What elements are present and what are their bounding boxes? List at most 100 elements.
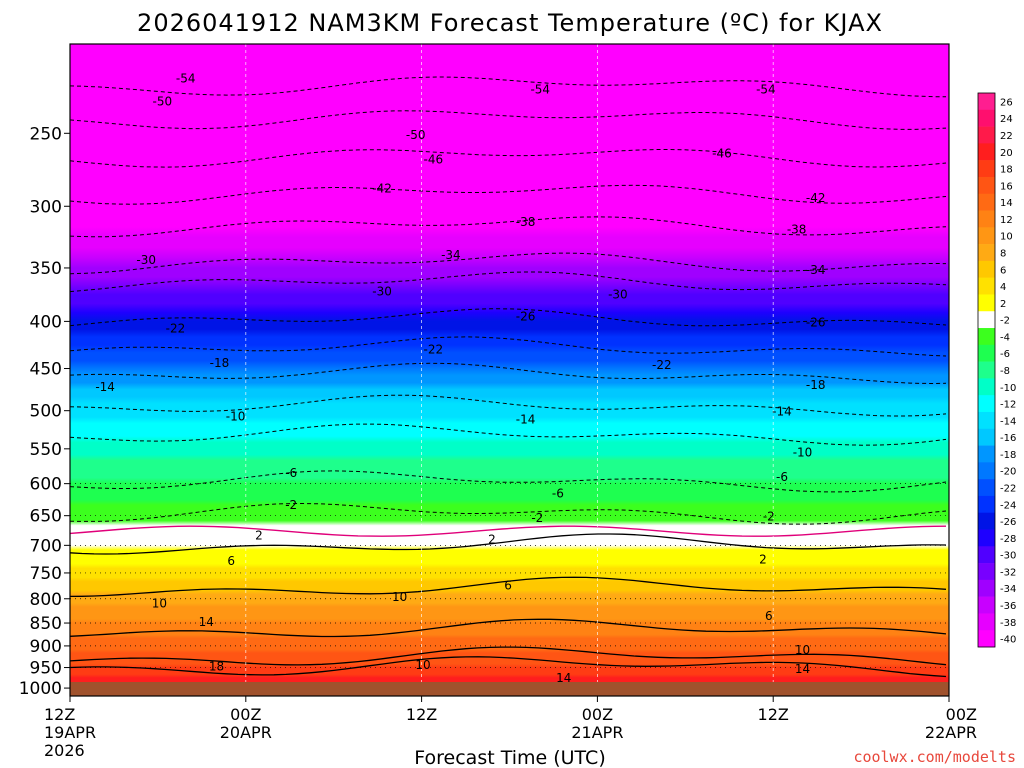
contour-label: 10 <box>795 643 810 657</box>
contour-label: 14 <box>199 615 214 629</box>
colorbar-swatch <box>978 160 995 178</box>
y-tick-label: 350 <box>30 259 62 279</box>
grid-lines <box>70 44 949 696</box>
contour-label: 6 <box>227 554 235 568</box>
colorbar-tick-label: -36 <box>1000 601 1016 612</box>
colorbar-tick-label: -16 <box>1000 433 1016 444</box>
contour-label: 2 <box>255 529 263 543</box>
colorbar-tick-label: 2 <box>1000 299 1006 310</box>
contour-label: 10 <box>415 658 430 672</box>
contour-label: -22 <box>424 342 444 356</box>
colorbar-tick-label: -24 <box>1000 500 1016 511</box>
contour-labels: -54 -54 -54 -50 -50 -46 -46 -42 -42 -38 -38 -34 -34 -… <box>95 71 826 685</box>
ground-strip <box>70 682 949 696</box>
colorbar-swatch <box>978 395 995 413</box>
colorbar-swatch <box>978 311 995 329</box>
contour-label: 14 <box>556 671 571 685</box>
contour-label: -46 <box>424 153 444 167</box>
colorbar-tick-label: 22 <box>1000 131 1013 142</box>
contour-label: 10 <box>392 590 407 604</box>
contour-label: -42 <box>372 182 392 196</box>
colorbar-tick-label: -10 <box>1000 383 1016 394</box>
colorbar-swatch <box>978 143 995 161</box>
colorbar-swatch <box>978 344 995 362</box>
colorbar-swatch <box>978 193 995 211</box>
colorbar-tick-label: -6 <box>1000 349 1010 360</box>
colorbar-swatch <box>978 277 995 295</box>
colorbar-tick-label: -20 <box>1000 467 1016 478</box>
plot-area: -54 -54 -54 -50 -50 -46 -46 -42 -42 -38 -38 -34 -34 -… <box>70 44 949 696</box>
contour-label: -10 <box>226 409 246 423</box>
y-tick-label: 650 <box>30 507 62 527</box>
colorbar-tick-label: 26 <box>1000 97 1013 108</box>
colorbar-tick-label: -40 <box>1000 635 1016 646</box>
contour-label: -46 <box>712 147 732 161</box>
contour-label: -26 <box>806 315 826 329</box>
colorbar-swatch <box>978 479 995 497</box>
contour-label: -6 <box>285 466 297 480</box>
contour-label: -50 <box>152 95 172 109</box>
contour-label: -2 <box>763 509 775 523</box>
y-tick-label: 300 <box>30 197 62 217</box>
colorbar-swatch <box>978 630 995 648</box>
colorbar-tick-label: 20 <box>1000 148 1013 159</box>
colorbar-tick-label: -14 <box>1000 416 1016 427</box>
contour-label: -22 <box>652 358 672 372</box>
colorbar-swatch <box>978 462 995 480</box>
contour-label: -54 <box>756 82 776 96</box>
colorbar-tick-label: -38 <box>1000 618 1016 629</box>
colorbar-swatch <box>978 445 995 463</box>
contour-label: 6 <box>765 609 773 623</box>
contour-label: 2 <box>759 552 767 566</box>
colorbar-swatch <box>978 428 995 446</box>
contour-label: -6 <box>776 470 788 484</box>
plot-frame <box>69 43 950 697</box>
x-tick-label: 00Z <box>946 705 977 724</box>
contour-label: 14 <box>795 662 810 676</box>
x-tick-label: 20APR <box>220 723 272 742</box>
y-tick-label: 750 <box>30 564 62 584</box>
x-tick-label: 12Z <box>44 705 75 724</box>
colorbar-swatch <box>978 378 995 396</box>
y-tick-label: 800 <box>30 590 62 610</box>
colorbar-tick-label: -4 <box>1000 332 1010 343</box>
colorbar-swatch <box>978 210 995 228</box>
colorbar-swatch <box>978 563 995 581</box>
colorbar-tick-label: -8 <box>1000 366 1010 377</box>
contour-label: -10 <box>793 445 813 459</box>
contour-label: -42 <box>806 191 826 205</box>
colorbar-swatch <box>978 361 995 379</box>
colorbar-tick-label: 6 <box>1000 265 1006 276</box>
colorbar-swatch <box>978 126 995 144</box>
contour-label: 18 <box>209 659 224 673</box>
credit-text: coolwx.com/modelts <box>853 748 1016 766</box>
colorbar-swatch <box>978 176 995 195</box>
contour-label: -2 <box>531 511 543 525</box>
y-tick-label: 700 <box>30 536 62 556</box>
colorbar-swatch <box>978 546 995 564</box>
colorbar-tick-label: 8 <box>1000 248 1006 259</box>
contour-label: -30 <box>608 287 628 301</box>
x-tick-label: 19APR <box>44 723 96 742</box>
y-tick-label: 600 <box>30 475 62 495</box>
contour-label: -38 <box>516 215 536 229</box>
colorbar-swatch <box>978 260 995 278</box>
colorbar-swatch <box>978 294 995 312</box>
colorbar-tick-label: -34 <box>1000 584 1016 595</box>
colorbar-tick-label: 4 <box>1000 282 1006 293</box>
colorbar-swatch <box>978 328 995 346</box>
colorbar-tick-label: 12 <box>1000 215 1013 226</box>
y-tick-label: 900 <box>30 637 62 657</box>
colorbar-swatch <box>978 495 995 513</box>
x-tick-label: 21APR <box>571 723 623 742</box>
colorbar-tick-label: -26 <box>1000 517 1016 528</box>
contour-label: -6 <box>552 487 564 501</box>
colorbar-tick-label: 14 <box>1000 198 1013 209</box>
y-tick-label: 1000 <box>19 679 62 699</box>
colorbar-swatch <box>978 596 995 614</box>
y-tick-label: 500 <box>30 402 62 422</box>
contour-label: -34 <box>806 263 826 277</box>
y-tick-label: 950 <box>30 659 62 679</box>
